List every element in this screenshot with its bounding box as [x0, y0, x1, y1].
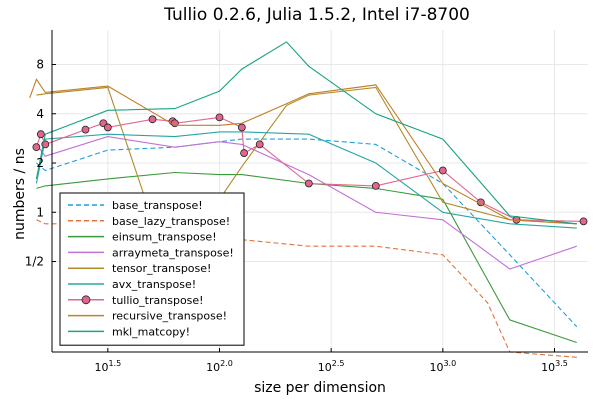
data-point-6-0 [32, 143, 41, 152]
x-axis-label: size per dimension [254, 380, 386, 396]
legend-label-7: recursive_transpose! [112, 310, 227, 323]
legend-label-4: tensor_transpose! [112, 262, 211, 275]
x-tick-label-3: 103.0 [429, 359, 456, 374]
x-tick-label-0: 101.5 [94, 359, 121, 374]
series-layer [29, 41, 588, 358]
data-point-6-9 [215, 113, 224, 122]
series-line-7 [29, 78, 577, 225]
legend-label-0: base_transpose! [112, 199, 203, 212]
legend-box [59, 192, 245, 346]
legend-marker-6 [81, 295, 91, 305]
y-tick-label-4: 8 [36, 58, 44, 72]
legend-label-2: einsum_transpose! [112, 231, 217, 244]
series-line-2 [36, 171, 577, 344]
data-point-6-18 [579, 217, 588, 226]
y-tick-label-0: 1/2 [25, 255, 44, 269]
data-point-6-1 [36, 130, 45, 139]
x-tick-label-2: 102.5 [318, 359, 345, 374]
y-tick-label-1: 1 [36, 205, 44, 219]
x-tick-label-1: 102.0 [206, 359, 233, 374]
series-line-1 [36, 219, 577, 358]
legend-label-5: avx_transpose! [112, 278, 196, 291]
chart-title: Tullio 0.2.6, Julia 1.5.2, Intel i7-8700 [163, 5, 470, 25]
legend-label-3: arraymeta_transpose! [112, 246, 234, 259]
y-tick-label-2: 2 [36, 156, 44, 170]
y-tick-label-3: 4 [36, 107, 44, 121]
data-point-6-11 [240, 149, 248, 157]
data-point-6-12 [255, 140, 264, 149]
legend-label-6: tullio_transpose! [112, 294, 204, 307]
series-line-3 [35, 136, 577, 270]
data-point-6-3 [81, 125, 90, 134]
legend-label-1: base_lazy_transpose! [112, 215, 230, 228]
series-line-0 [36, 138, 578, 328]
series-line-8 [35, 41, 577, 225]
data-point-6-6 [148, 115, 157, 124]
legend-label-8: mkl_matcopy! [112, 325, 190, 338]
x-tick-label-4: 103.5 [541, 359, 568, 374]
series-line-4 [36, 86, 577, 289]
data-point-6-5 [103, 123, 112, 132]
y-axis-label: numbers / ns [12, 148, 28, 240]
data-point-6-13 [304, 179, 313, 188]
data-point-6-15 [438, 166, 447, 175]
data-point-6-14 [371, 181, 380, 190]
data-point-6-10 [237, 123, 246, 132]
legend: base_transpose! base_lazy_transpose!einsu… [59, 192, 245, 346]
